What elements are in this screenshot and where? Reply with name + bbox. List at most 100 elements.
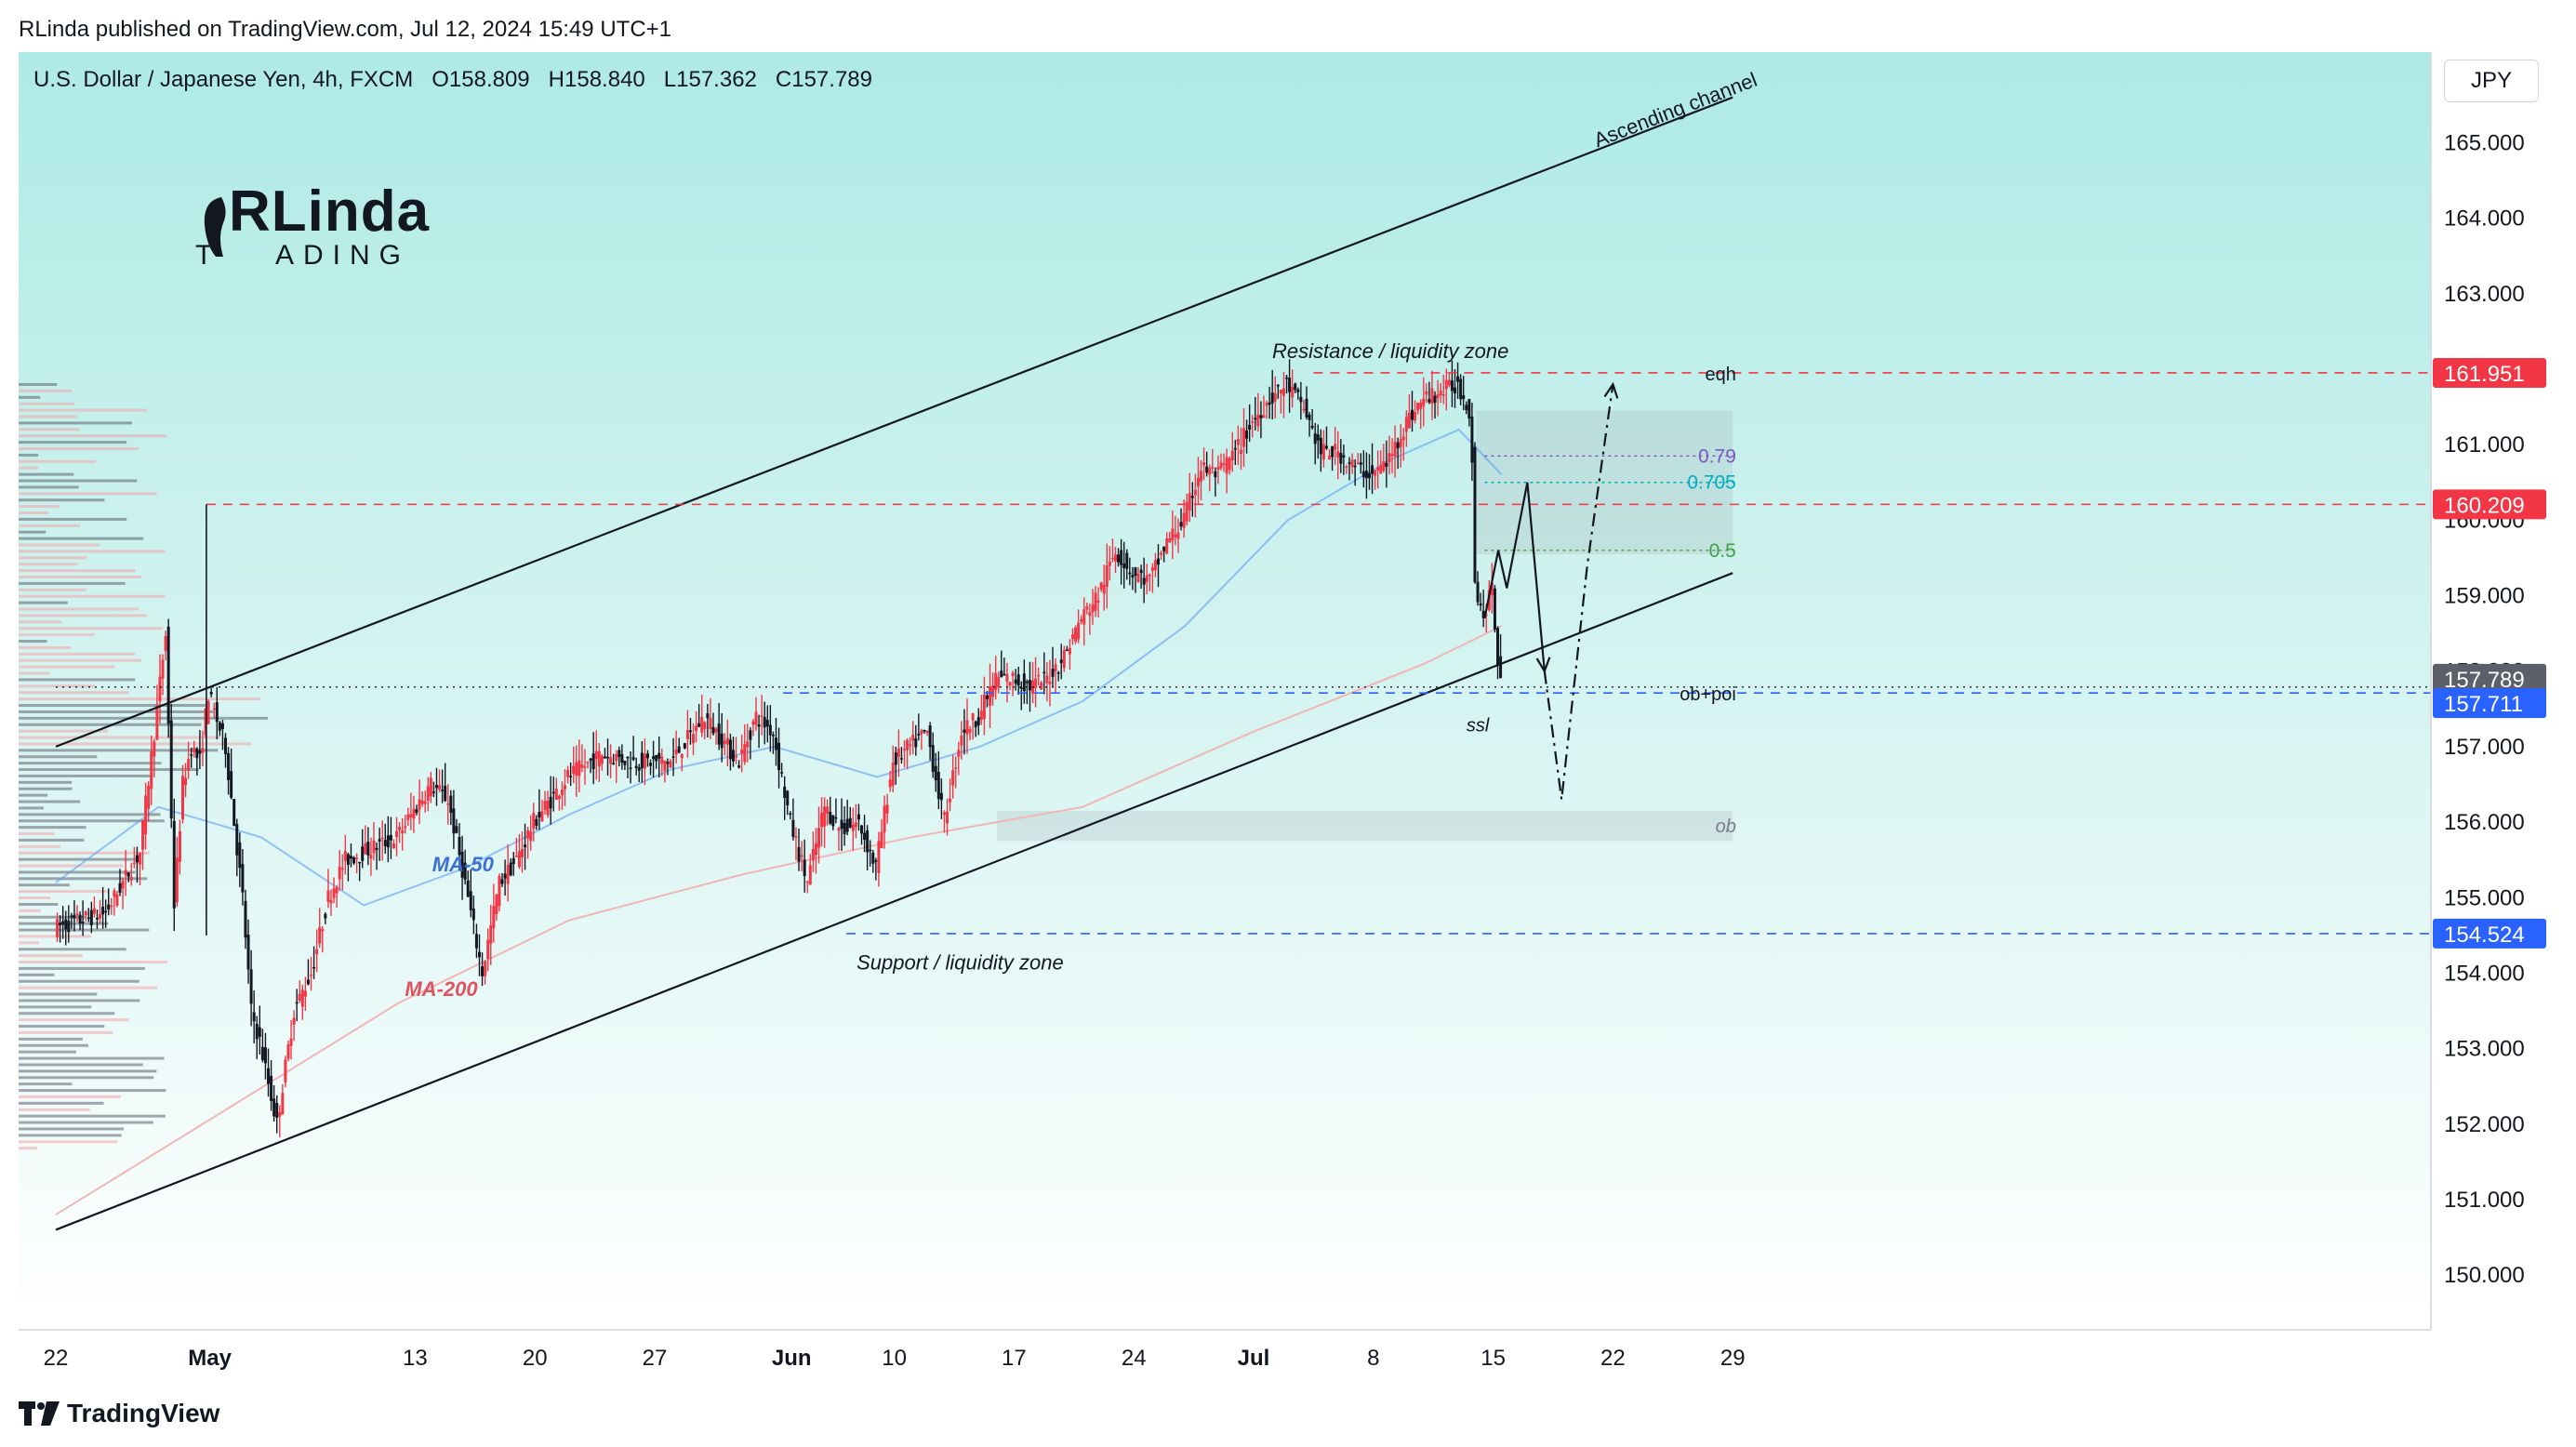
candle-body [957,750,961,757]
candle-body [190,754,193,756]
candle [238,832,242,888]
candle-body [1388,453,1391,463]
candle-body [1447,379,1451,386]
candle-body [1376,467,1380,471]
forecast-dashed-path[interactable] [1543,384,1614,800]
candle [321,926,325,953]
candle-body [1070,634,1074,639]
volume-profile-bar [19,1121,153,1124]
candle [1025,679,1029,705]
candle [763,701,766,745]
candle-body [1008,682,1012,686]
candle [178,819,181,875]
candle-body [1077,622,1081,640]
candle-body [1059,659,1063,664]
candle [258,1005,261,1055]
candle [1019,681,1023,710]
candle-body [1188,493,1191,511]
candle-body [1171,528,1175,541]
candle-body [623,760,627,765]
candle [398,822,402,843]
candle-body [244,900,247,938]
candle-body [692,734,696,744]
candle [851,807,855,851]
candle-body [532,813,536,830]
volume-profile-bar [19,1018,129,1022]
candle-body [1401,436,1405,441]
candle-body [1324,445,1328,449]
candle-body [395,830,399,838]
candle-body [232,799,236,827]
candle-body [794,836,798,838]
candle [735,737,738,764]
candle [1462,376,1466,411]
candle [554,777,558,801]
currency-button[interactable]: JPY [2444,60,2539,102]
candle [717,703,721,750]
candle [1082,597,1086,646]
candle-body [535,818,538,826]
candle-body [324,913,327,919]
candle-body [220,723,224,729]
volume-profile-bar [19,446,139,450]
candle [989,663,992,729]
y-tick-label: 151.000 [2444,1188,2525,1213]
candle-body [578,760,581,777]
candle-body [404,826,407,829]
candle [856,803,860,831]
candle [706,704,710,737]
candle-body [829,811,832,824]
candle-body [826,806,830,814]
candle [1262,395,1266,418]
candle-body [600,755,604,764]
channel-upper-line[interactable] [55,96,1733,748]
candle [535,815,538,830]
candle [1281,372,1285,418]
candle-body [1422,398,1426,406]
candle-body [1157,558,1161,565]
candle [1219,453,1223,471]
candle-body [153,741,156,757]
candle-body [412,808,416,819]
candle [740,734,744,773]
candle [92,896,96,918]
candle [1142,557,1146,604]
volume-profile-bar [19,1025,105,1029]
candle [1316,424,1320,459]
candle-body [61,921,65,925]
candle [260,1029,264,1063]
candle-body [946,811,949,824]
volume-profile-bar [19,581,126,585]
candle-body [195,749,199,759]
candle [834,798,838,824]
candle-body [1196,477,1200,487]
candle-body [255,1023,259,1040]
candle-body [1019,687,1023,689]
candle-body [1410,409,1414,420]
volume-profile-bar [19,710,214,713]
candle [375,842,378,870]
candle [589,757,592,774]
channel-lower-line[interactable] [55,572,1733,1231]
candle-body [1022,673,1026,692]
candle [1454,369,1457,408]
candle [725,719,729,767]
candle-body [731,750,735,762]
tradingview-footer[interactable]: TradingView [19,1399,219,1428]
volume-profile-bar [19,1095,122,1098]
ma200-line [55,625,1503,1216]
candle-body [771,735,775,737]
candle [843,806,846,846]
candle [911,721,915,754]
candle [486,928,490,972]
forecast-solid-path[interactable] [1483,482,1546,671]
candle-body [594,750,598,760]
candle-body [1316,434,1320,441]
candle-body [1211,467,1215,469]
candle [1248,404,1252,443]
candle-body [626,756,630,759]
candle-body [566,769,570,777]
candle-body [99,913,102,919]
candle [1342,445,1346,475]
